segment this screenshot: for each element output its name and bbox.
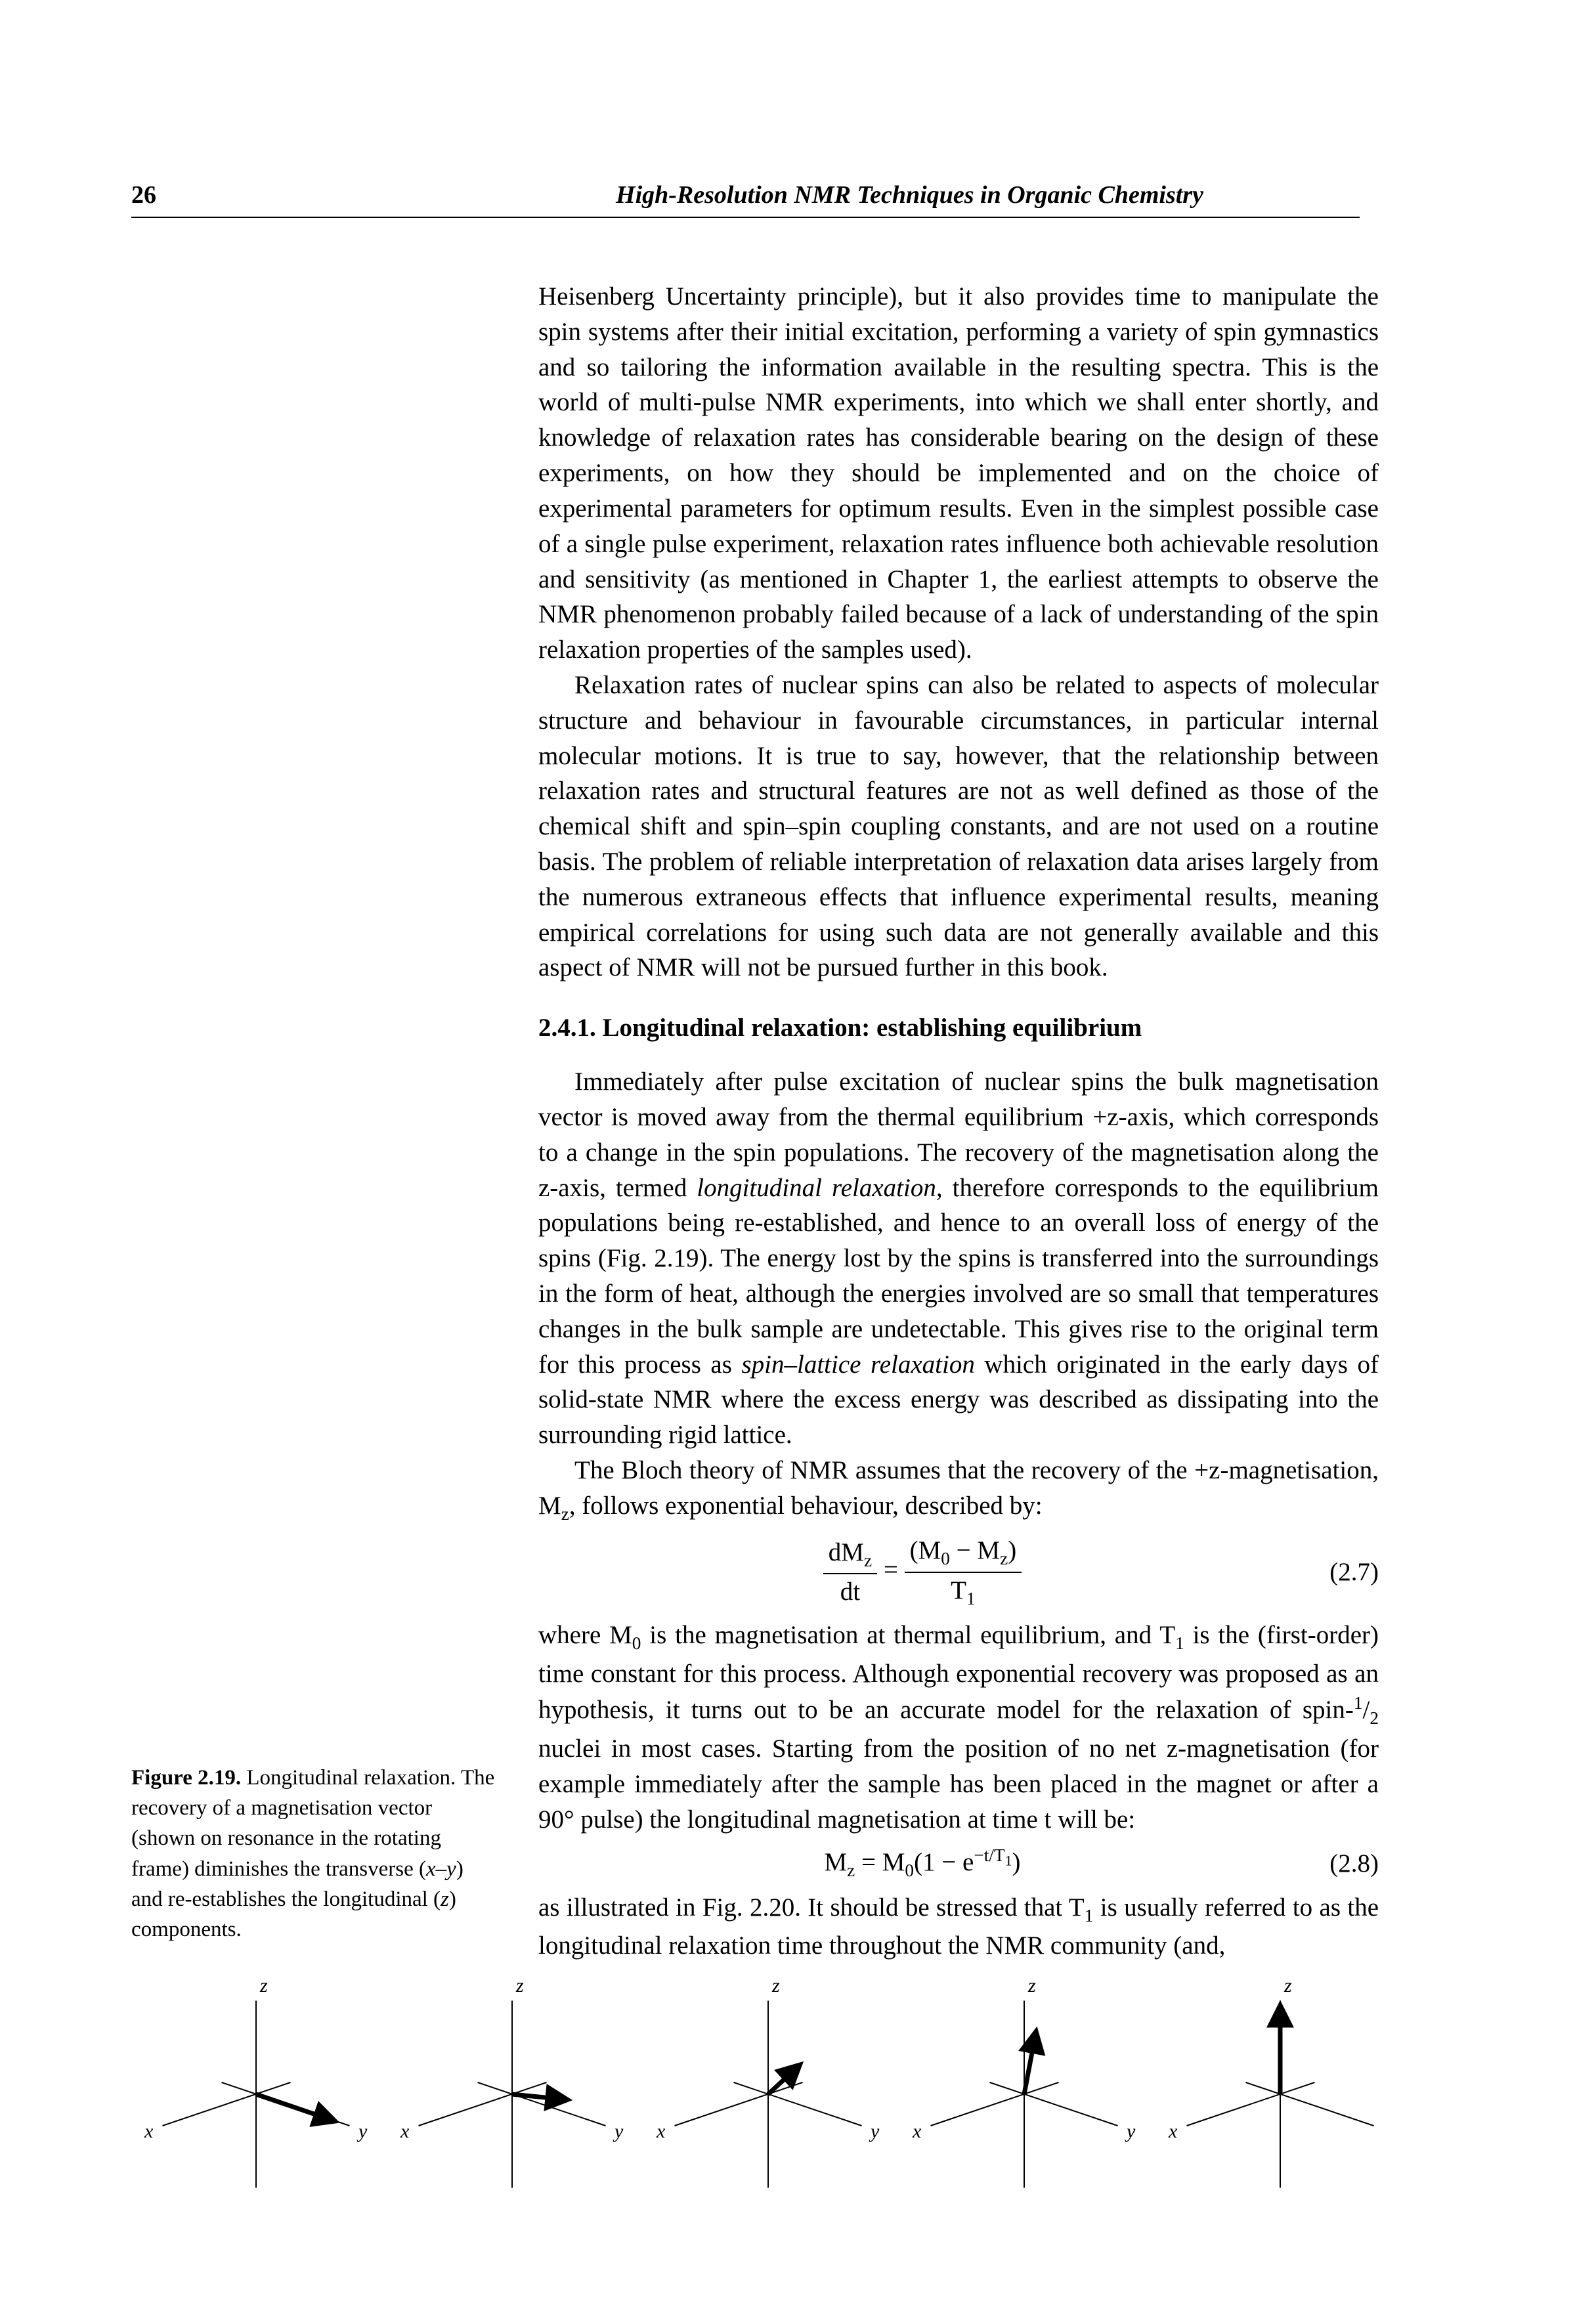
- p5-frac-den: 2: [1370, 1708, 1379, 1728]
- eq1-num2-2: − M: [950, 1536, 1000, 1564]
- svg-text:y: y: [613, 2120, 624, 2142]
- p5-text-1: where M: [538, 1621, 632, 1649]
- paragraph-4: The Bloch theory of NMR assumes that the…: [538, 1453, 1379, 1526]
- p6-text-1: as illustrated in Fig. 2.20. It should b…: [538, 1893, 1085, 1922]
- eq1-lhs: dMz dt: [823, 1535, 877, 1610]
- eq1-num2-sub1: 0: [941, 1549, 950, 1568]
- eq2-lhs-1: M: [824, 1848, 847, 1876]
- equation-2-7: dMz dt = (M0 − Mz) T1 (2.7): [538, 1533, 1379, 1611]
- equation-2-8: Mz = M0(1 − e−t/T1) (2.8): [538, 1843, 1379, 1883]
- caption-italic-2: z: [441, 1887, 449, 1911]
- main-text: Heisenberg Uncertainty principle), but i…: [538, 279, 1379, 1964]
- p5-text-2: is the magnetisation at thermal equilibr…: [641, 1621, 1175, 1649]
- eq2-mid: = M: [855, 1848, 905, 1876]
- eq1-num2-3: ): [1008, 1536, 1016, 1564]
- header-rule: [131, 217, 1360, 218]
- p5-sub-2: 1: [1175, 1633, 1184, 1653]
- eq1-num2-1: (M: [910, 1536, 941, 1564]
- svg-text:x: x: [656, 2120, 666, 2142]
- eq2-sup-1: −t/T: [974, 1845, 1004, 1865]
- eq2-mid-sub: 0: [905, 1861, 914, 1880]
- figure-2-19-caption: Figure 2.19. Longitudinal relaxation. Th…: [131, 1763, 499, 1945]
- p3-text-2: therefore corresponds to the equilibrium…: [538, 1174, 1379, 1379]
- svg-text:x: x: [400, 2120, 410, 2142]
- paragraph-5: where M0 is the magnetisation at thermal…: [538, 1618, 1379, 1837]
- figure-svg: zxyzxyzxyzxyzxy: [131, 1969, 1379, 2219]
- eq1-equals: =: [884, 1556, 905, 1584]
- svg-text:x: x: [1168, 2120, 1178, 2142]
- eq1-number: (2.7): [1306, 1555, 1379, 1590]
- paragraph-2: Relaxation rates of nuclear spins can al…: [538, 668, 1379, 985]
- eq2-sup-sub: 1: [1005, 1853, 1012, 1869]
- svg-text:x: x: [912, 2120, 922, 2142]
- eq1-num1-sub: z: [864, 1550, 872, 1570]
- page-number: 26: [131, 181, 156, 209]
- svg-text:z: z: [771, 1975, 780, 1996]
- page: 26 High-Resolution NMR Techniques in Org…: [0, 0, 1596, 2324]
- eq1-num2-sub2: z: [1000, 1549, 1008, 1568]
- svg-text:y: y: [869, 2120, 880, 2142]
- eq1-num1: dM: [829, 1538, 864, 1566]
- svg-text:z: z: [1283, 1975, 1292, 1996]
- svg-text:z: z: [515, 1975, 524, 1996]
- eq2-rhs-1: (1 − e: [914, 1848, 974, 1876]
- svg-text:y: y: [356, 2120, 368, 2142]
- eq1-rhs: (M0 − Mz) T1: [905, 1533, 1022, 1611]
- svg-text:z: z: [1027, 1975, 1036, 1996]
- running-header: High-Resolution NMR Techniques in Organi…: [460, 181, 1360, 209]
- svg-text:x: x: [144, 2120, 154, 2142]
- eq1-den2: T: [951, 1576, 966, 1604]
- p5-text-4: nuclei in most cases. Starting from the …: [538, 1734, 1379, 1834]
- p6-sub-1: 1: [1085, 1906, 1094, 1926]
- p5-frac-num: 1: [1354, 1693, 1363, 1713]
- eq2-rhs-2: ): [1012, 1848, 1021, 1876]
- paragraph-1: Heisenberg Uncertainty principle), but i…: [538, 279, 1379, 668]
- caption-label: Figure 2.19.: [131, 1766, 241, 1790]
- paragraph-6: as illustrated in Fig. 2.20. It should b…: [538, 1890, 1379, 1964]
- p4-sub-1: z: [561, 1504, 569, 1524]
- p3-italic-2: spin–lattice relaxation: [741, 1350, 974, 1379]
- svg-text:z: z: [259, 1975, 268, 1996]
- eq2-lhs-sub: z: [847, 1861, 855, 1880]
- p5-sub-1: 0: [632, 1633, 641, 1653]
- section-heading: 2.4.1. Longitudinal relaxation: establis…: [538, 1010, 1379, 1046]
- p3-italic-1: longitudinal relaxation,: [697, 1174, 942, 1202]
- svg-text:y: y: [1125, 2120, 1136, 2142]
- eq2-number: (2.8): [1306, 1846, 1379, 1882]
- p4-text-2: , follows exponential behaviour, describ…: [569, 1492, 1043, 1520]
- paragraph-3: Immediately after pulse excitation of nu…: [538, 1064, 1379, 1453]
- figure-2-19-diagram: zxyzxyzxyzxyzxy: [131, 1969, 1379, 2219]
- caption-italic-1: x–y: [426, 1857, 456, 1881]
- eq1-den2-sub: 1: [966, 1589, 976, 1608]
- eq1-den1: dt: [823, 1574, 877, 1610]
